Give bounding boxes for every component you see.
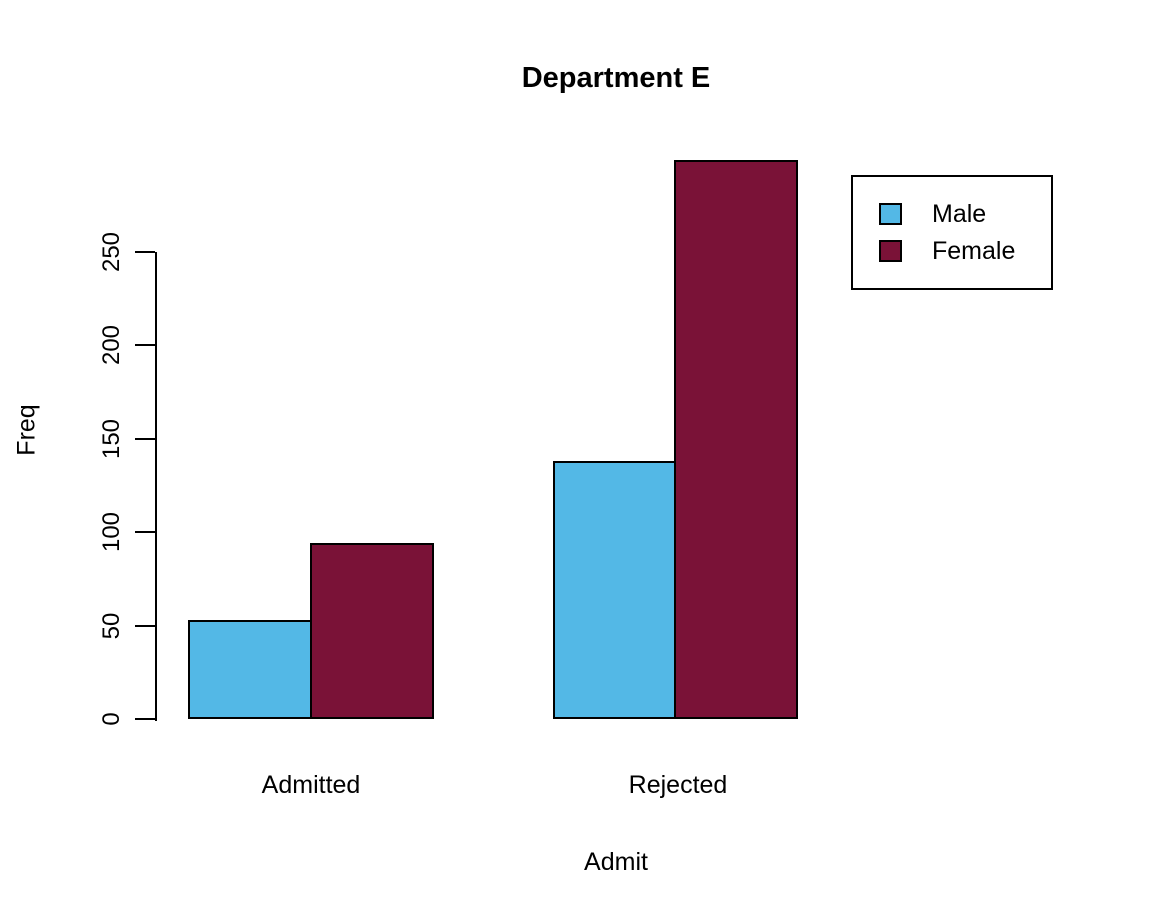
legend-swatch-male	[879, 203, 902, 225]
bar-male-rejected	[553, 461, 677, 719]
y-tick-50	[135, 624, 155, 627]
legend-label-female: Female	[932, 236, 1016, 265]
y-axis-label: Freq	[12, 404, 41, 456]
legend-label-male: Male	[932, 199, 987, 228]
y-tick-200	[135, 344, 155, 347]
y-tick-label-250: 250	[98, 231, 125, 273]
y-tick-150	[135, 437, 155, 440]
chart-title: Department E	[521, 62, 711, 94]
category-label-admitted: Admitted	[261, 771, 361, 799]
y-tick-label-100: 100	[98, 512, 125, 553]
legend-entry-female: Female	[879, 237, 1051, 266]
y-tick-100	[135, 531, 155, 534]
y-tick-label-50: 50	[98, 612, 125, 639]
y-tick-label-150: 150	[98, 418, 125, 459]
y-axis-line	[155, 252, 157, 721]
category-label-rejected: Rejected	[628, 771, 728, 799]
bar-female-rejected	[674, 160, 798, 719]
x-axis-label: Admit	[584, 848, 648, 876]
y-tick-0	[135, 718, 155, 720]
bar-female-admitted	[310, 543, 434, 719]
legend-entry-male: Male	[879, 200, 1051, 229]
legend-swatch-female	[879, 240, 902, 262]
y-tick-label-0: 0	[98, 712, 125, 726]
legend-box: Male Female	[851, 175, 1053, 290]
y-tick-label-200: 200	[98, 325, 125, 366]
y-tick-250	[135, 251, 155, 253]
bar-male-admitted	[188, 619, 312, 719]
